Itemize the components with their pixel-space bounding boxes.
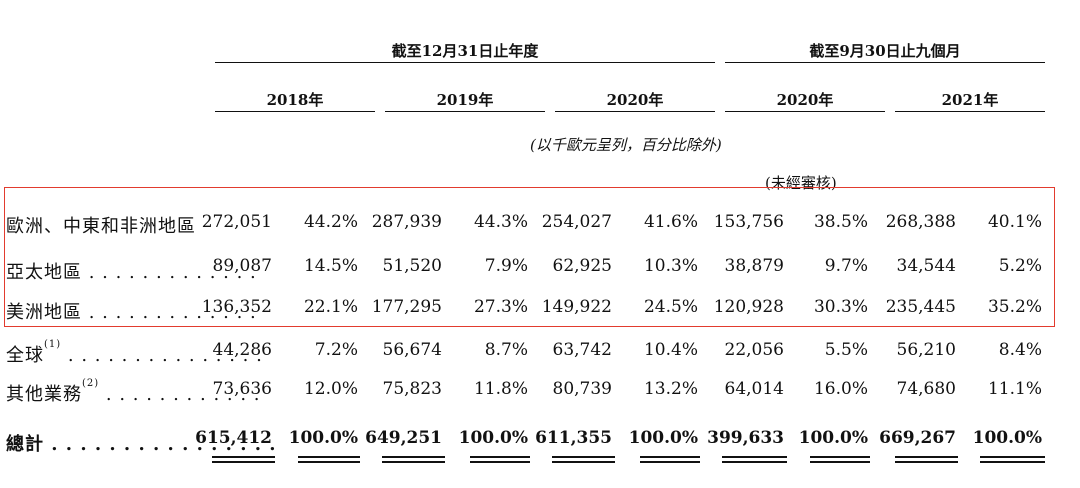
double-underline [980,456,1045,463]
table-cell: 9.7% [824,256,868,276]
table-cell: 7.2% [314,340,358,360]
table-cell: 80,739 [552,379,612,399]
double-underline [470,456,530,463]
table-cell: 7.9% [484,256,528,276]
table-cell: 62,925 [552,256,612,276]
total-cell: 649,251 [365,428,442,448]
table-cell: 8.4% [998,340,1042,360]
table-cell: 10.3% [643,256,698,276]
table-cell: 56,674 [382,340,442,360]
table-cell: 153,756 [713,212,784,232]
table-cell: 5.2% [998,256,1042,276]
table-cell: 44.3% [473,212,528,232]
double-underline [895,456,958,463]
total-cell: 399,633 [707,428,784,448]
table-cell: 56,210 [896,340,956,360]
row-label-apac: 亞太地區 . . . . . . . . . . . . . [6,262,257,283]
table-cell: 8.7% [484,340,528,360]
total-cell: 100.0% [628,428,698,448]
table-cell: 30.3% [813,297,868,317]
row-label-global: 全球(1) . . . . . . . . . . . . . . . [6,339,263,367]
table-cell: 41.6% [643,212,698,232]
table-cell: 38.5% [813,212,868,232]
table-cell: 272,051 [201,212,272,232]
row-label-emea: 歐洲、中東和非洲地區 [6,216,196,237]
total-cell: 100.0% [972,428,1042,448]
table-cell: 35.2% [987,297,1042,317]
table-cell: 24.5% [643,297,698,317]
total-cell: 100.0% [458,428,528,448]
table-cell: 13.2% [643,379,698,399]
row-label-americas: 美洲地區 . . . . . . . . . . . . . [6,302,257,323]
year-header-2020-9m: 2020年 [776,91,834,109]
table-cell: 5.5% [824,340,868,360]
double-underline [722,456,787,463]
double-underline [382,456,445,463]
table-cell: 75,823 [382,379,442,399]
unit-note: (以千歐元呈列，百分比除外) [530,136,722,154]
table-cell: 63,742 [552,340,612,360]
table-cell: 254,027 [541,212,612,232]
total-cell: 100.0% [288,428,358,448]
total-cell: 100.0% [798,428,868,448]
table-cell: 27.3% [473,297,528,317]
row-label-other-text: 其他業務 [6,384,82,405]
table-cell: 235,445 [885,297,956,317]
table-cell: 34,544 [896,256,956,276]
double-underline [552,456,615,463]
double-underline [810,456,870,463]
total-cell: 669,267 [879,428,956,448]
table-cell: 51,520 [382,256,442,276]
table-cell: 287,939 [371,212,442,232]
table-cell: 73,636 [212,379,272,399]
table-cell: 74,680 [896,379,956,399]
table-cell: 40.1% [987,212,1042,232]
year-rule-2021-9m [895,111,1045,112]
row-label-other-footnote: (2) [82,378,100,389]
header-group-nine-months: 截至9月30日止九個月 [809,42,961,60]
table-cell: 136,352 [201,297,272,317]
table-cell: 268,388 [885,212,956,232]
year-rule-2020 [555,111,715,112]
table-cell: 11.1% [987,379,1042,399]
highlight-box [4,187,1055,327]
year-rule-2020-9m [725,111,885,112]
table-cell: 22,056 [724,340,784,360]
table-cell: 14.5% [303,256,358,276]
table-cell: 38,879 [724,256,784,276]
double-underline [298,456,360,463]
year-header-2021-9m: 2021年 [941,91,999,109]
total-cell: 615,412 [195,428,272,448]
table-cell: 149,922 [541,297,612,317]
row-label-other: 其他業務(2) . . . . . . . . . . . . [6,378,261,406]
table-cell: 11.8% [473,379,528,399]
table-cell: 120,928 [713,297,784,317]
table-cell: 44,286 [212,340,272,360]
table-cell: 89,087 [212,256,272,276]
double-underline [212,456,275,463]
header-group-fiscal-year: 截至12月31日止年度 [391,42,539,60]
year-header-2018: 2018年 [266,91,324,109]
year-rule-2019 [385,111,545,112]
row-label-total: 總計 . . . . . . . . . . . . . . . . [6,434,277,455]
header-group-nine-months-rule [725,62,1045,63]
row-label-global-text: 全球 [6,345,44,366]
table-cell: 10.4% [643,340,698,360]
double-underline [640,456,700,463]
table-cell: 12.0% [303,379,358,399]
row-label-global-footnote: (1) [44,339,62,350]
year-rule-2018 [215,111,375,112]
table-cell: 177,295 [371,297,442,317]
total-cell: 611,355 [535,428,612,448]
year-header-2019: 2019年 [436,91,494,109]
table-cell: 64,014 [724,379,784,399]
row-label-global-dots: . . . . . . . . . . . . . . . [61,345,263,366]
header-group-fiscal-year-rule [215,62,715,63]
table-cell: 44.2% [303,212,358,232]
table-cell: 22.1% [303,297,358,317]
row-label-other-dots: . . . . . . . . . . . . [99,384,261,405]
year-header-2020: 2020年 [606,91,664,109]
table-cell: 16.0% [813,379,868,399]
